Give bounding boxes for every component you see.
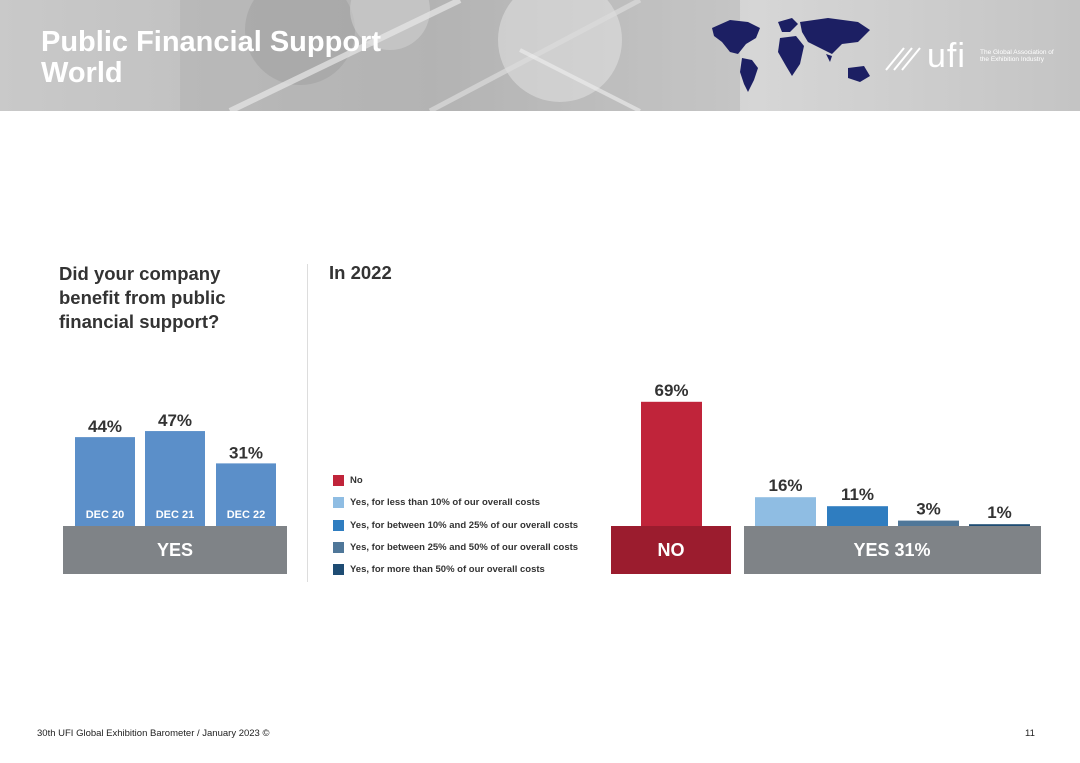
yes-breakdown-base-label: YES 31% [853, 540, 930, 560]
data-label: 11% [841, 485, 874, 504]
bar [827, 506, 888, 526]
bar [216, 463, 276, 526]
legend-swatch [333, 497, 344, 509]
legend-label: Yes, for less than 10% of our overall co… [350, 497, 541, 509]
bar [898, 520, 959, 526]
legend-label: Yes, for between 25% and 50% of our over… [350, 541, 579, 553]
left-chart-question: Did your company benefit from public fin… [59, 263, 226, 332]
bar [75, 437, 135, 526]
data-label: 3% [916, 500, 941, 519]
data-label: 16% [768, 476, 802, 495]
ufi-logo-stripes-icon [885, 47, 921, 71]
category-label: DEC 21 [156, 509, 195, 521]
category-label: DEC 20 [86, 509, 125, 521]
legend-swatch [333, 519, 344, 531]
data-label: 31% [229, 443, 263, 462]
bar [755, 497, 816, 526]
world-map-icon [712, 18, 870, 92]
bar [641, 401, 702, 526]
page-title: Public Financial Support World [41, 26, 381, 89]
right-chart-title: In 2022 [329, 262, 392, 283]
bar [145, 431, 205, 526]
category-label: DEC 22 [227, 509, 266, 521]
legend-swatch [333, 475, 344, 486]
data-label: 47% [158, 411, 192, 430]
data-label: 44% [88, 417, 122, 436]
ufi-logo-text: ufi [927, 37, 966, 75]
legend-label: Yes, for more than 50% of our overall co… [350, 564, 545, 576]
ufi-tagline: The Global Association of the Exhibition… [980, 49, 1054, 63]
bar [969, 524, 1030, 526]
yes-base-bar [63, 526, 287, 574]
page-number: 11 [1025, 728, 1035, 739]
no-base-bar [611, 526, 731, 574]
legend-label: No [350, 475, 363, 486]
header-decoration [180, 0, 740, 111]
data-label: 69% [654, 381, 688, 400]
legend-swatch [333, 564, 344, 576]
yes-base-label: YES [157, 540, 193, 560]
footer-source: 30th UFI Global Exhibition Barometer / J… [37, 728, 270, 739]
no-base-label: NO [658, 540, 685, 560]
yes-breakdown-base-bar [744, 526, 1041, 574]
data-label: 1% [987, 503, 1012, 522]
legend-swatch [333, 541, 344, 553]
legend-label: Yes, for between 10% and 25% of our over… [350, 519, 579, 531]
vertical-divider [307, 264, 308, 582]
header-banner: Public Financial Support World ufi The G… [0, 0, 1080, 111]
